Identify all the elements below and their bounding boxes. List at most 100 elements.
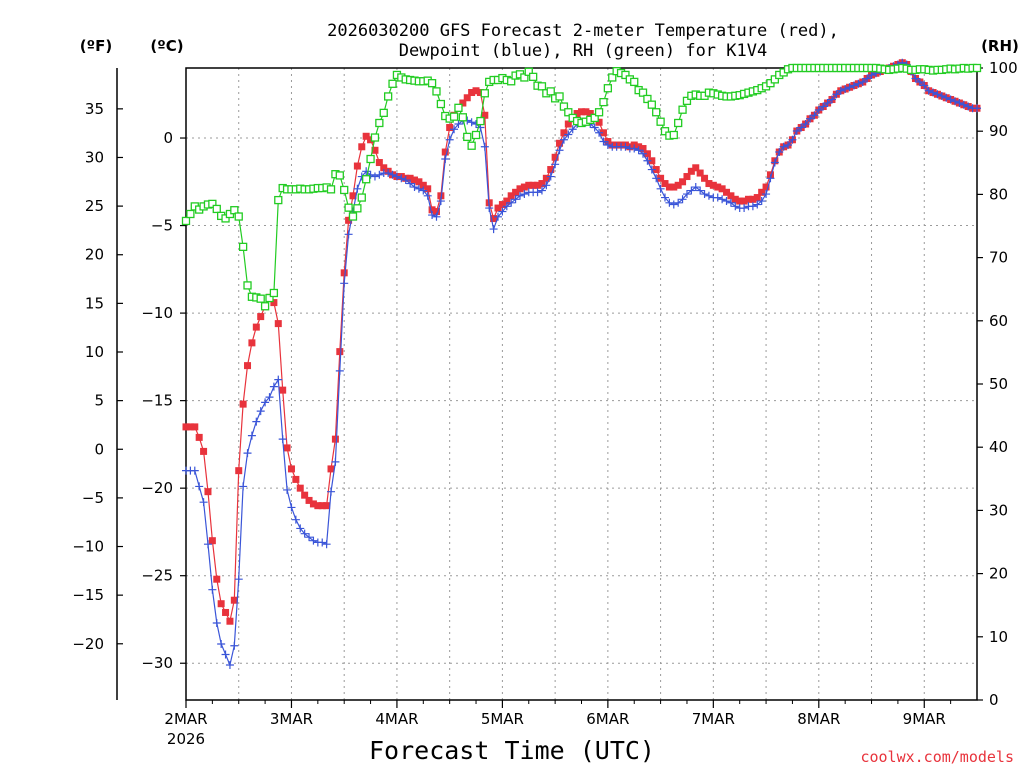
temperature-point (490, 215, 498, 223)
temperature-point (371, 146, 379, 154)
rh-point (972, 63, 982, 73)
temperature-point (340, 269, 348, 277)
temperature-point (186, 423, 194, 431)
dewpoint-point (788, 135, 797, 144)
x-axis-title: Forecast Time (UTC) (369, 736, 655, 765)
temperature-point (723, 188, 731, 196)
dewpoint-point (331, 457, 340, 466)
rh-point (608, 73, 617, 82)
dewpoint-point (770, 158, 779, 167)
dewpoint-point (920, 81, 929, 90)
temperature-point (701, 174, 709, 182)
temperature-point (411, 176, 419, 184)
dewpoint-point (212, 618, 221, 627)
dewpoint-point (929, 88, 938, 97)
temperature-point (538, 180, 546, 188)
rh-point (432, 87, 441, 96)
temperature-point (305, 496, 313, 504)
temperature-point (375, 159, 383, 167)
rh-point (594, 108, 604, 117)
dewpoint-point (682, 190, 691, 199)
dewpoint-point (823, 99, 832, 108)
rh-point (260, 302, 270, 311)
dewpoint-point (643, 156, 652, 165)
rh-point (770, 75, 780, 84)
dewpoint-point (792, 127, 801, 136)
celsius-tick-label: −25 (141, 567, 173, 585)
temperature-point (287, 465, 295, 473)
rh-tick-label: 40 (989, 438, 1008, 456)
temperature-point (503, 197, 511, 205)
dewpoint-point (924, 86, 933, 95)
dewpoint-point (239, 482, 248, 491)
dewpoint-point (190, 466, 199, 475)
temperature-point (318, 502, 326, 510)
temperature-point (358, 143, 366, 151)
dewpoint-point (726, 198, 735, 207)
rh-point (353, 204, 362, 213)
dewpoint-point (933, 90, 942, 99)
dewpoint-point (766, 174, 775, 183)
celsius-unit-label: (ºC) (150, 37, 183, 55)
dewpoint-point (278, 435, 287, 444)
temperature-point (274, 320, 282, 328)
x-tick-label: 3MAR (270, 710, 313, 728)
dewpoint-point (849, 81, 858, 90)
dewpoint-point (507, 198, 516, 207)
rh-point (520, 73, 529, 82)
rh-point (467, 141, 476, 150)
rh-point (357, 193, 366, 202)
dewpoint-point (454, 120, 463, 129)
dewpoint-point (305, 533, 314, 542)
fahrenheit-tick-label: 30 (85, 148, 104, 166)
temperature-point (235, 467, 243, 475)
temperature-point (542, 174, 550, 182)
fahrenheit-tick-label: 0 (94, 440, 104, 458)
series-dewpoint (182, 58, 981, 669)
rh-point (212, 204, 221, 214)
dewpoint-point (520, 190, 529, 199)
temperature-point (406, 174, 414, 182)
temperature-point (534, 181, 542, 189)
temperature-point (564, 120, 572, 128)
rh-tick-label: 80 (989, 185, 1008, 203)
dewpoint-point (634, 146, 643, 155)
rh-point (603, 84, 613, 93)
dewpoint-point (511, 195, 520, 204)
dewpoint-point (568, 125, 577, 134)
rh-point (643, 94, 652, 104)
dewpoint-point (485, 204, 494, 213)
temperature-point (279, 386, 287, 394)
temperature-point (547, 166, 555, 174)
dewpoint-point (423, 191, 432, 200)
temperature-point (182, 423, 190, 431)
dewpoint-point (450, 125, 459, 134)
dewpoint-point (621, 142, 630, 151)
rh-point (370, 133, 380, 142)
rh-point (476, 116, 485, 126)
dewpoint-point (370, 172, 379, 181)
temperature-point (731, 195, 739, 203)
rh-point (379, 108, 388, 118)
chart-title-line-2: Dewpoint (blue), RH (green) for K1V4 (399, 41, 767, 61)
dewpoint-point (757, 197, 766, 206)
rh-point (524, 67, 533, 76)
dewpoint-point (551, 160, 560, 169)
temperature-point (525, 181, 533, 189)
temperature-point (516, 185, 524, 193)
rh-point (326, 185, 336, 194)
rh-point (638, 88, 648, 97)
dewpoint-point (494, 212, 503, 221)
rh-point (599, 97, 608, 107)
rh-point (427, 79, 437, 88)
fahrenheit-tick-label: 35 (85, 100, 104, 118)
celsius-tick-label: −10 (141, 304, 173, 322)
temperature-point (714, 183, 722, 191)
rh-point (660, 127, 670, 136)
rh-point (630, 77, 639, 87)
x-year-label: 2026 (167, 730, 205, 748)
dewpoint-point (397, 174, 406, 183)
temperature-point (762, 183, 770, 191)
rh-point (388, 79, 397, 88)
rh-point (221, 214, 230, 223)
